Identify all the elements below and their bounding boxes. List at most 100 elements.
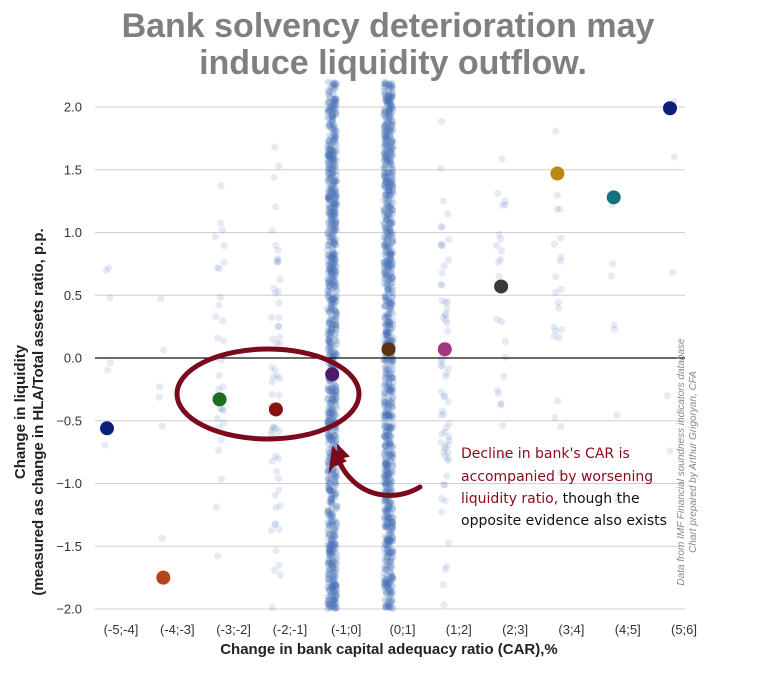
jitter-point (385, 578, 393, 586)
jitter-point (381, 410, 390, 418)
jitter-point (389, 334, 397, 342)
jitter-point (383, 112, 391, 120)
jitter-point (388, 324, 396, 332)
jitter-point (437, 388, 445, 396)
jitter-point (326, 204, 334, 212)
jitter-point (614, 497, 622, 505)
jitter-point (382, 214, 390, 222)
jitter-point (274, 455, 282, 463)
jitter-point (327, 295, 335, 303)
jitter-point (327, 591, 335, 599)
jitter-point (386, 125, 394, 133)
jitter-point (328, 406, 336, 414)
jitter-point (381, 153, 389, 162)
jitter-point (384, 422, 392, 430)
jitter-point (325, 574, 333, 583)
jitter-point (386, 413, 394, 421)
jitter-point (385, 283, 393, 291)
jitter-point (329, 243, 337, 251)
jitter-point (382, 191, 390, 199)
jitter-point (385, 214, 393, 222)
jitter-point (328, 518, 337, 526)
jitter-point (219, 337, 227, 345)
jitter-point (382, 412, 390, 420)
jitter-point (328, 269, 336, 277)
jitter-point (382, 263, 390, 271)
jitter-point (325, 350, 333, 358)
jitter-point (384, 86, 393, 94)
jitter-point (387, 302, 395, 310)
jitter-point (387, 548, 395, 556)
jitter-point (384, 514, 392, 522)
jitter-point (444, 298, 452, 306)
x-tick-label: (-1;0] (331, 622, 361, 637)
jitter-point (384, 374, 392, 382)
jitter-point (332, 505, 340, 513)
jitter-point (381, 182, 389, 190)
jitter-point (444, 398, 452, 406)
jitter-point (329, 198, 337, 206)
jitter-point (327, 479, 335, 487)
jitter-point (388, 257, 396, 265)
jitter-point (385, 248, 393, 256)
jitter-point (327, 141, 335, 150)
jitter-point (332, 326, 340, 334)
jitter-point (328, 387, 336, 395)
jitter-point (499, 421, 507, 429)
jitter-point (324, 598, 332, 606)
jitter-point (326, 348, 335, 357)
jitter-point (381, 313, 389, 321)
jitter-point (389, 210, 397, 218)
jitter-point (332, 386, 340, 394)
jitter-point (385, 289, 393, 298)
jitter-point (324, 170, 333, 178)
jitter-point (386, 370, 394, 378)
jitter-point (387, 484, 395, 492)
jitter-point (330, 239, 339, 247)
jitter-point (328, 324, 336, 332)
jitter-point (218, 317, 227, 325)
jitter-point (388, 443, 396, 451)
jitter-point (441, 444, 449, 452)
jitter-point (326, 267, 334, 275)
jitter-point (327, 560, 335, 569)
jitter-point (496, 255, 505, 264)
jitter-point (329, 116, 337, 124)
jitter-point (383, 117, 391, 125)
jitter-point (389, 450, 397, 458)
jitter-point (327, 124, 335, 132)
jitter-point (381, 80, 389, 88)
jitter-point (380, 432, 388, 440)
jitter-point (442, 299, 450, 307)
jitter-point (328, 491, 336, 499)
jitter-point (384, 271, 392, 279)
jitter-point (328, 514, 336, 523)
jitter-point (326, 433, 335, 441)
jitter-point (324, 346, 332, 354)
jitter-point (275, 525, 283, 534)
jitter-point (383, 176, 391, 184)
jitter-point (328, 540, 336, 549)
jitter-point (380, 149, 388, 157)
jitter-point (383, 581, 391, 589)
jitter-point (382, 516, 390, 524)
jitter-point (384, 296, 393, 304)
jitter-point (385, 484, 393, 492)
jitter-point (269, 335, 277, 343)
jitter-point (331, 220, 339, 229)
jitter-point (386, 225, 394, 233)
jitter-point (381, 497, 389, 505)
jitter-point (441, 481, 449, 489)
jitter-point (325, 449, 333, 457)
x-tick-label: (0;1] (389, 622, 415, 637)
jitter-point (327, 106, 335, 114)
jitter-point (383, 536, 392, 544)
jitter-point (328, 169, 336, 177)
jitter-point (385, 603, 393, 611)
jitter-point (384, 169, 392, 177)
jitter-point (388, 79, 396, 87)
jitter-point (329, 258, 338, 266)
jitter-point (385, 275, 393, 284)
jitter-point (444, 327, 452, 335)
jitter-point (326, 276, 334, 284)
